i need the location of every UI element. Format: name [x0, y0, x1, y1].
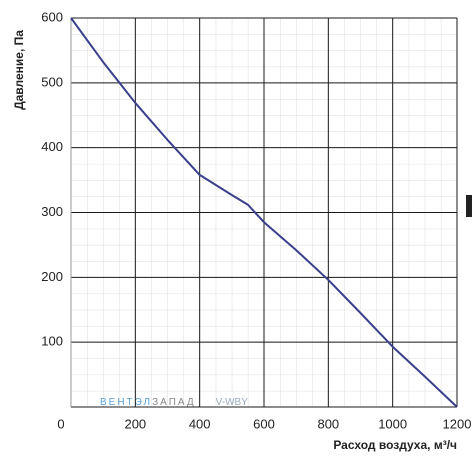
y-tick-label: 400 [41, 139, 63, 154]
x-tick-label: 0 [57, 416, 64, 431]
x-tick-label: 1000 [378, 416, 407, 431]
edge-mark [466, 195, 472, 217]
watermark-part: ЗАПАД [152, 397, 196, 408]
x-tick-label: 1200 [443, 416, 472, 431]
y-tick-label: 600 [41, 9, 63, 24]
watermark: ВЕНТЭЛЗАПАД V-WBY [100, 397, 248, 408]
watermark-part: ВЕНТЭЛ [100, 397, 152, 408]
y-tick-label: 300 [41, 204, 63, 219]
x-axis-title: Расход воздуха, м³/ч [333, 438, 457, 452]
x-tick-label: 400 [189, 416, 211, 431]
curve [70, 17, 458, 408]
y-tick-label: 500 [41, 74, 63, 89]
x-tick-label: 200 [124, 416, 146, 431]
watermark-part: V-WBY [216, 397, 249, 408]
x-tick-label: 600 [253, 416, 275, 431]
x-tick-label: 800 [317, 416, 339, 431]
y-tick-label: 100 [41, 334, 63, 349]
y-tick-label: 200 [41, 269, 63, 284]
y-axis-title: Давление, Па [12, 30, 26, 110]
